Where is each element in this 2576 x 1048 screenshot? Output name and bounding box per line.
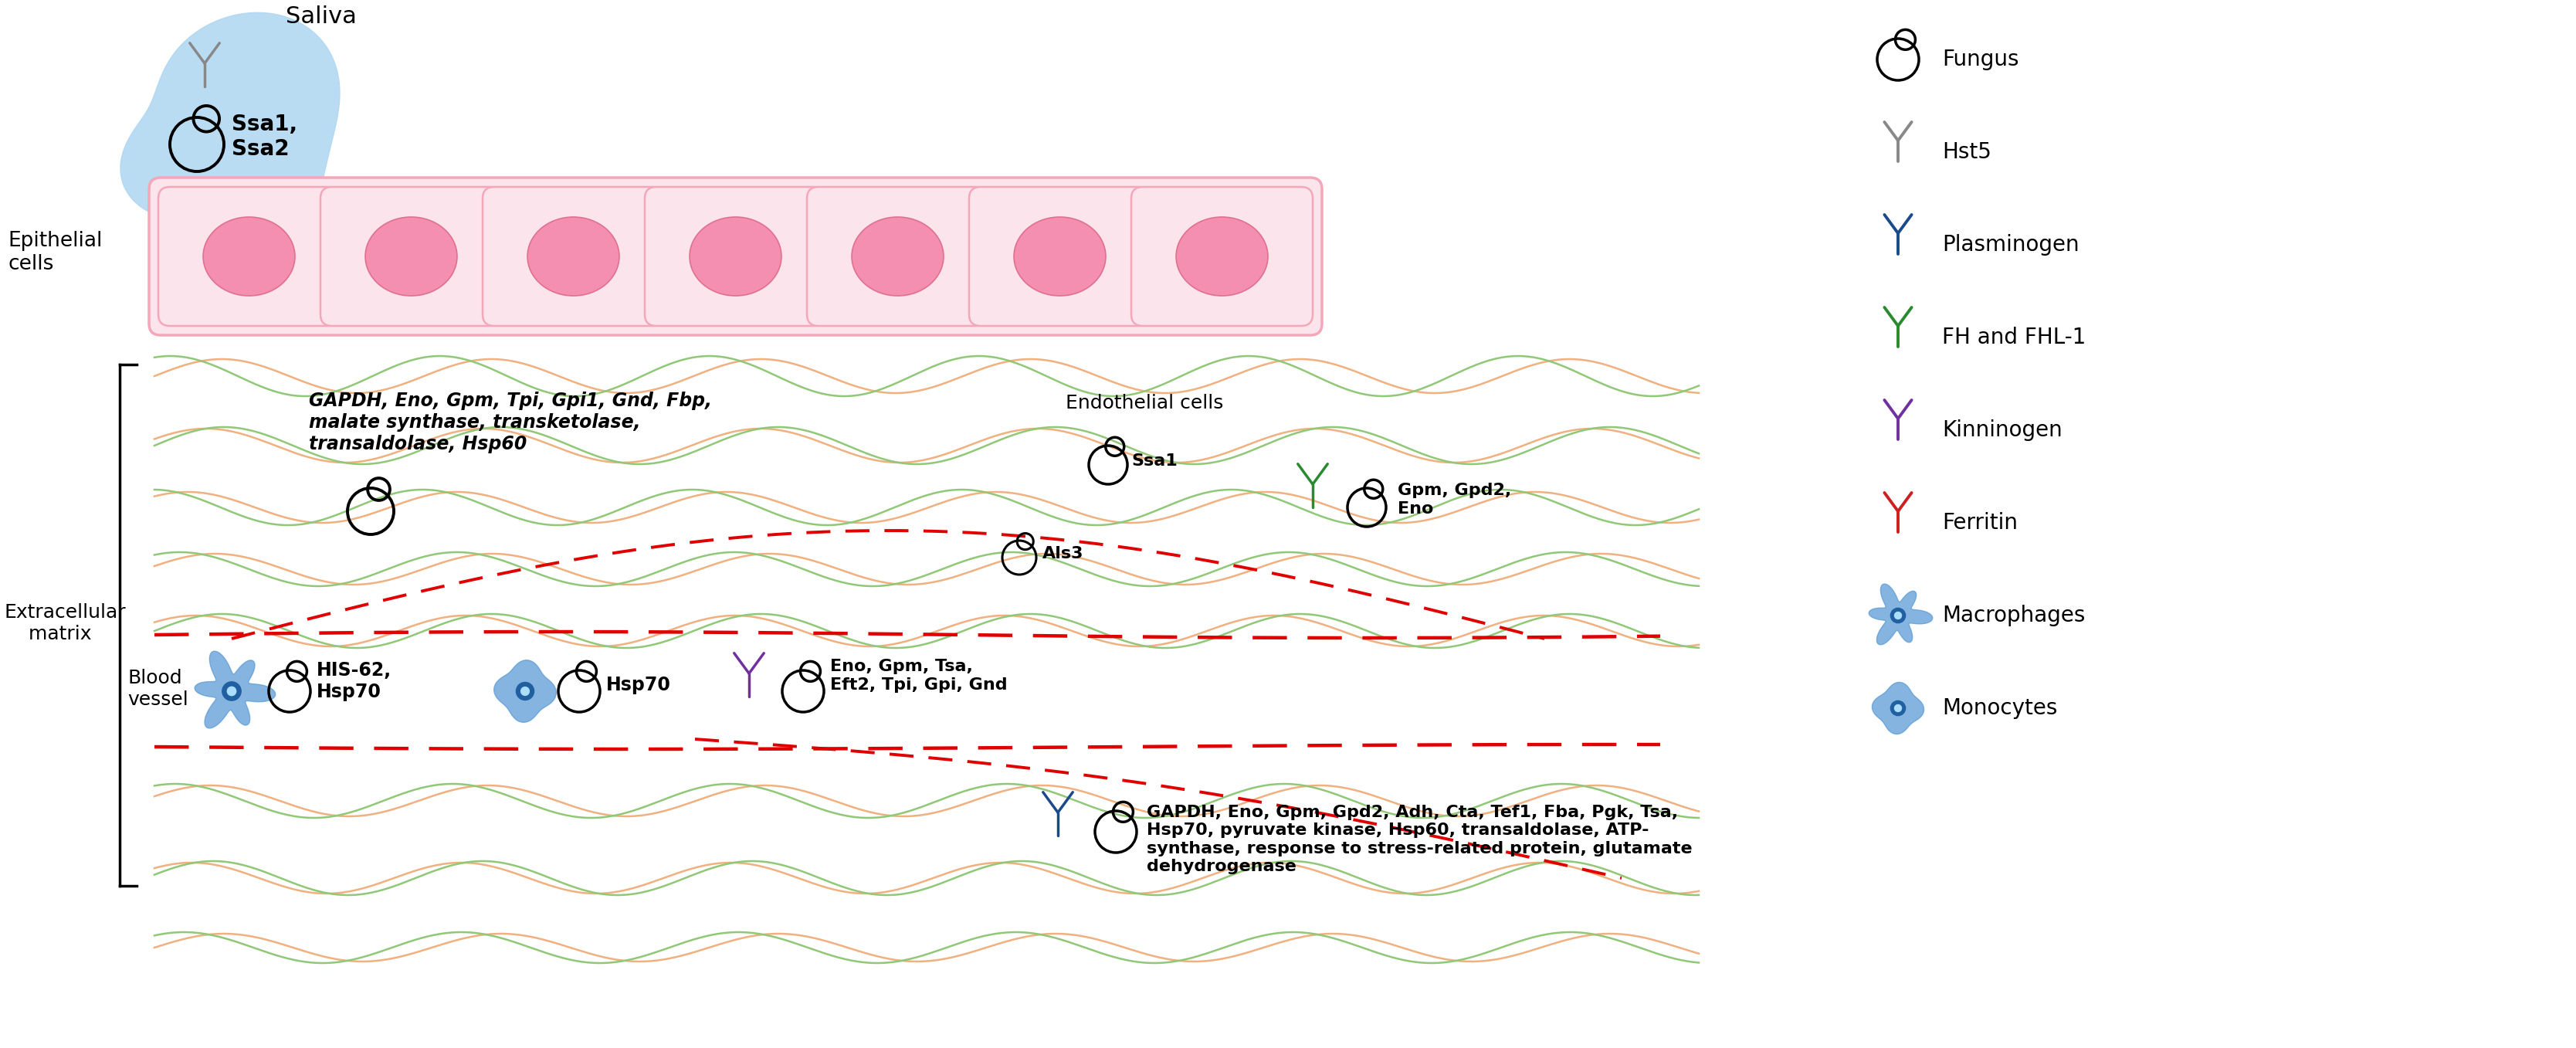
Text: GAPDH, Eno, Gpm, Tpi, Gpi1, Gnd, Fbp,
malate synthase, transketolase,
transaldol: GAPDH, Eno, Gpm, Tpi, Gpi1, Gnd, Fbp, ma… bbox=[309, 392, 711, 453]
Text: Gpm, Gpd2,
Eno: Gpm, Gpd2, Eno bbox=[1399, 483, 1512, 517]
Circle shape bbox=[1893, 704, 1901, 712]
FancyBboxPatch shape bbox=[644, 187, 827, 326]
FancyBboxPatch shape bbox=[149, 177, 1321, 335]
Text: Saliva: Saliva bbox=[286, 6, 355, 28]
Polygon shape bbox=[1873, 682, 1924, 734]
Ellipse shape bbox=[528, 217, 618, 296]
Text: Ferritin: Ferritin bbox=[1942, 512, 2017, 533]
Circle shape bbox=[222, 682, 242, 701]
Text: GAPDH, Eno, Gpm, Gpd2, Adh, Cta, Tef1, Fba, Pgk, Tsa,
Hsp70, pyruvate kinase, Hs: GAPDH, Eno, Gpm, Gpd2, Adh, Cta, Tef1, F… bbox=[1146, 805, 1692, 874]
FancyBboxPatch shape bbox=[157, 187, 340, 326]
Ellipse shape bbox=[204, 217, 294, 296]
Circle shape bbox=[515, 682, 533, 700]
Circle shape bbox=[1891, 701, 1906, 716]
Text: FH and FHL-1: FH and FHL-1 bbox=[1942, 327, 2087, 348]
Text: Blood
vessel: Blood vessel bbox=[126, 669, 188, 708]
Circle shape bbox=[1893, 612, 1901, 619]
Text: Monocytes: Monocytes bbox=[1942, 697, 2058, 719]
Text: Plasminogen: Plasminogen bbox=[1942, 234, 2079, 256]
FancyBboxPatch shape bbox=[1131, 187, 1314, 326]
Circle shape bbox=[227, 686, 237, 696]
Text: Extracellular
    matrix: Extracellular matrix bbox=[3, 604, 126, 643]
Circle shape bbox=[1891, 608, 1906, 623]
Ellipse shape bbox=[1177, 217, 1267, 296]
Text: Endothelial cells: Endothelial cells bbox=[1066, 394, 1224, 413]
Polygon shape bbox=[196, 651, 276, 728]
Text: Fungus: Fungus bbox=[1942, 48, 2020, 70]
Text: Als3: Als3 bbox=[1043, 546, 1084, 562]
Text: HIS-62,
Hsp70: HIS-62, Hsp70 bbox=[317, 661, 392, 701]
Polygon shape bbox=[495, 660, 556, 722]
Text: Macrophages: Macrophages bbox=[1942, 605, 2084, 627]
FancyBboxPatch shape bbox=[482, 187, 665, 326]
Polygon shape bbox=[1868, 584, 1932, 645]
Ellipse shape bbox=[1015, 217, 1105, 296]
Text: Kinninogen: Kinninogen bbox=[1942, 419, 2063, 441]
Polygon shape bbox=[121, 13, 340, 241]
Ellipse shape bbox=[366, 217, 456, 296]
Circle shape bbox=[520, 687, 528, 696]
Ellipse shape bbox=[853, 217, 943, 296]
Text: Ssa1: Ssa1 bbox=[1131, 454, 1177, 468]
FancyBboxPatch shape bbox=[969, 187, 1151, 326]
Text: Hst5: Hst5 bbox=[1942, 141, 1991, 162]
Text: Eno, Gpm, Tsa,
Eft2, Tpi, Gpi, Gnd: Eno, Gpm, Tsa, Eft2, Tpi, Gpi, Gnd bbox=[829, 659, 1007, 693]
Text: Epithelial
cells: Epithelial cells bbox=[8, 231, 103, 275]
Text: Ssa1,
Ssa2: Ssa1, Ssa2 bbox=[232, 113, 296, 160]
FancyBboxPatch shape bbox=[319, 187, 502, 326]
Ellipse shape bbox=[690, 217, 781, 296]
FancyBboxPatch shape bbox=[806, 187, 989, 326]
Text: Hsp70: Hsp70 bbox=[605, 676, 670, 694]
